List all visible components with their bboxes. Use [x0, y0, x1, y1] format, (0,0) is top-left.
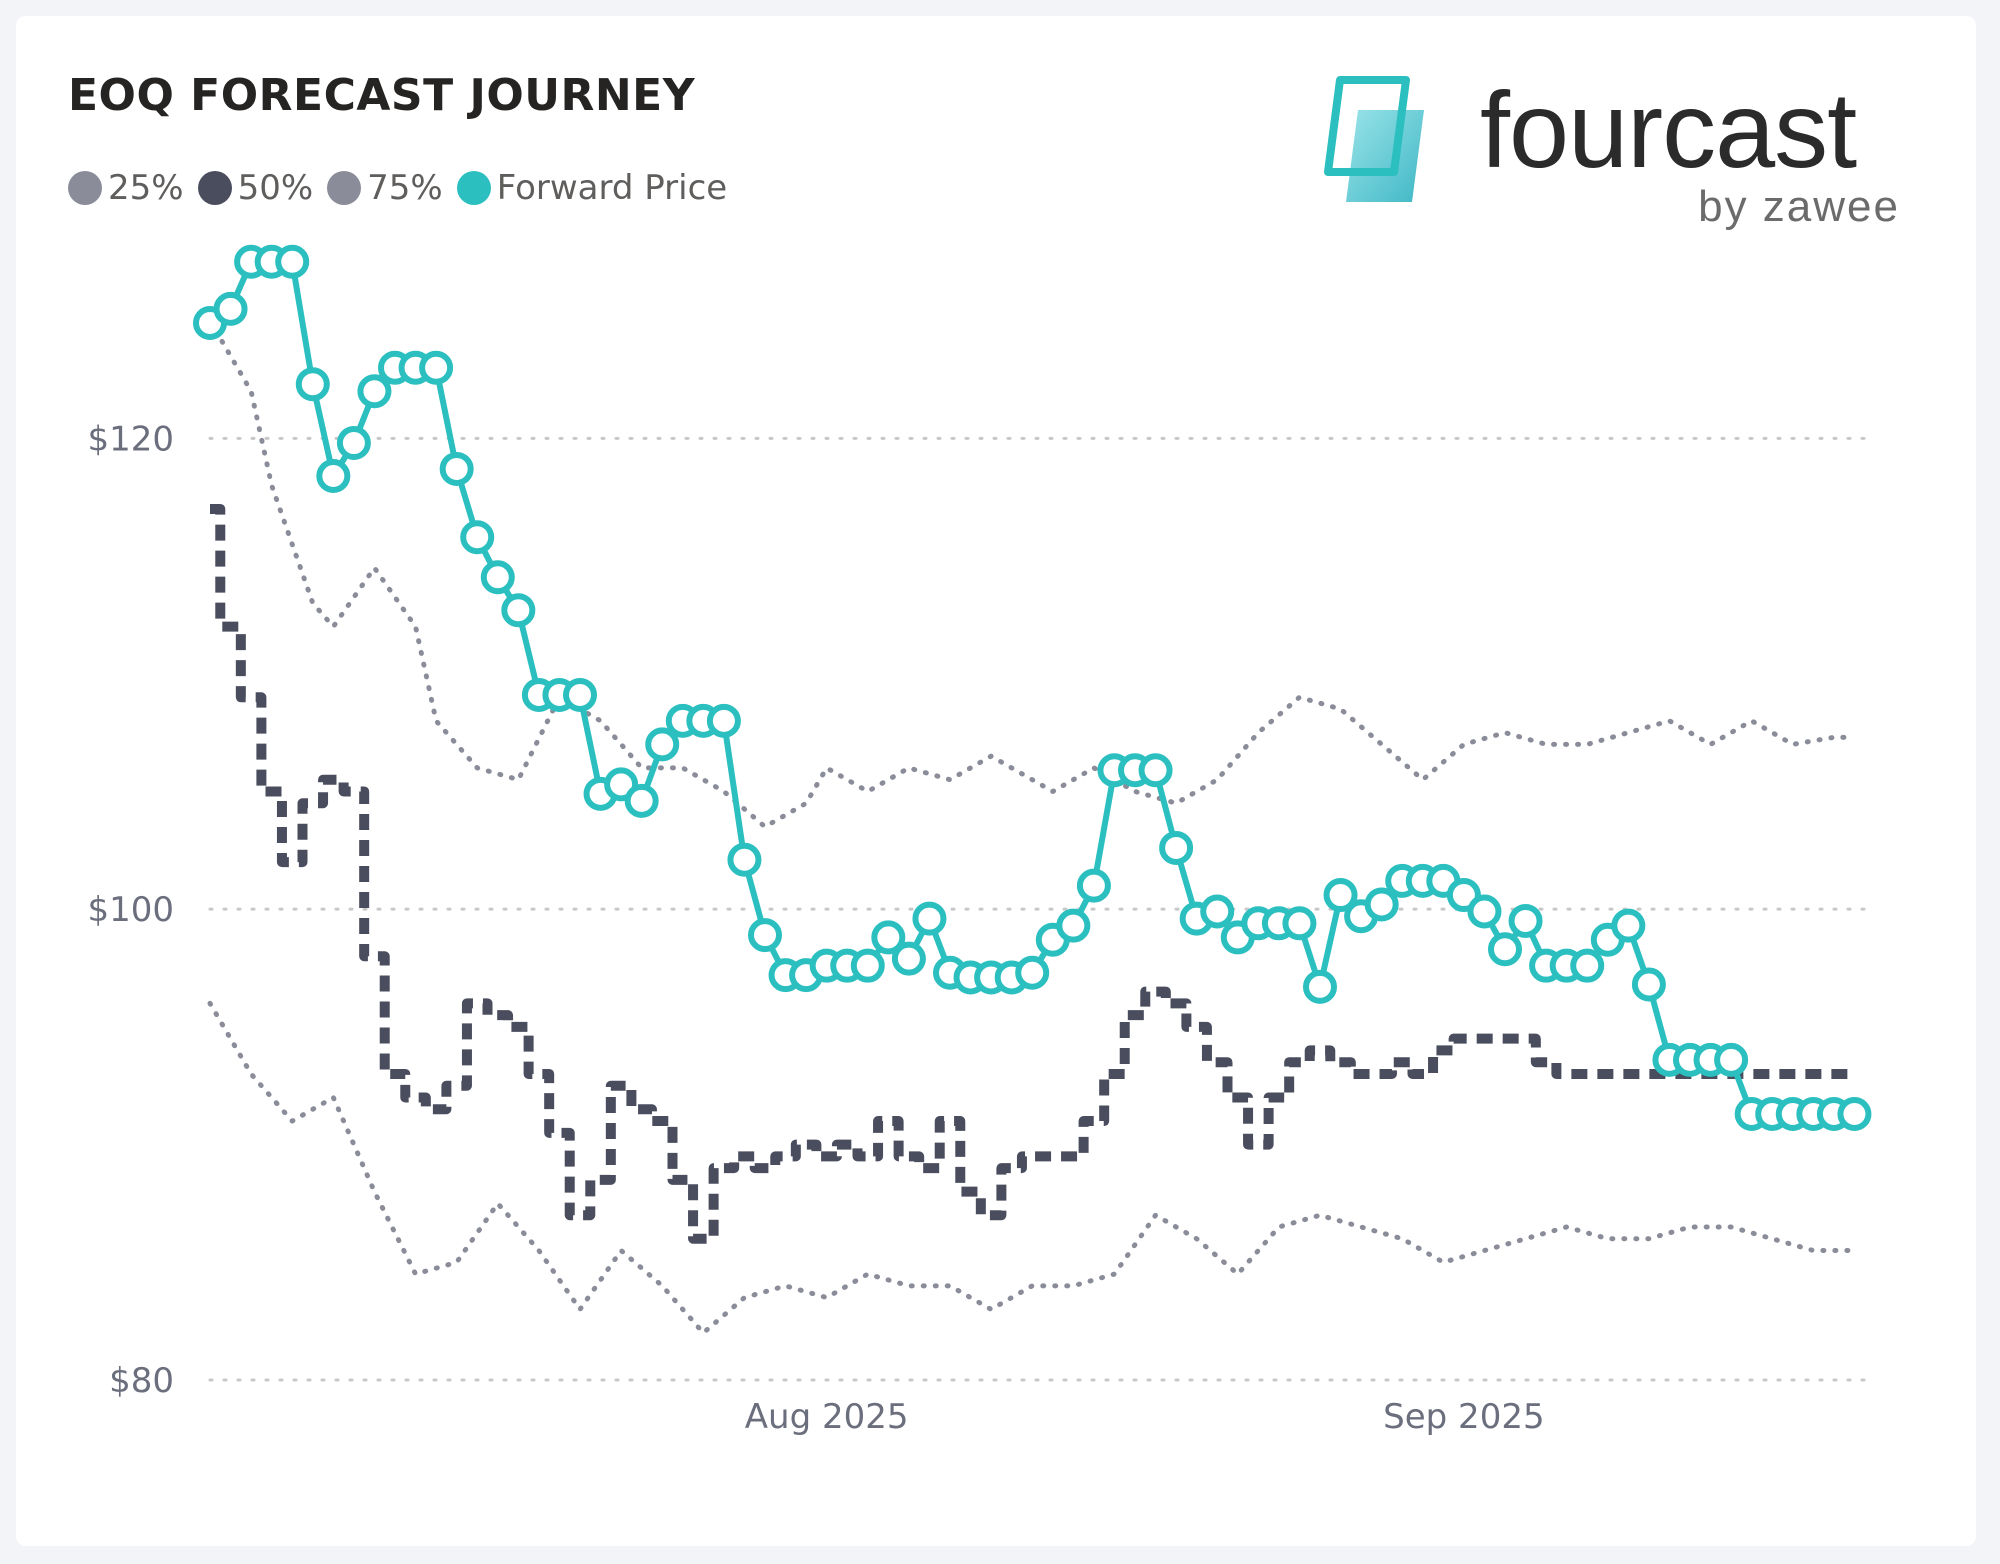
legend-label-50: 50% [237, 168, 314, 208]
logo-wordmark: fourcast [1480, 69, 1857, 190]
series-line-75 [207, 318, 1857, 830]
data-point-forward-price[interactable] [706, 703, 741, 738]
data-point-forward-price[interactable] [645, 727, 680, 762]
x-tick-label: Aug 2025 [745, 1397, 909, 1437]
chart-title: EOQ FORECAST JOURNEY [68, 70, 696, 121]
data-point-forward-price[interactable] [748, 918, 782, 953]
data-point-forward-price[interactable] [1631, 967, 1666, 1002]
data-point-forward-price[interactable] [1364, 887, 1399, 922]
y-tick-label: $120 [87, 419, 174, 459]
data-point-forward-price[interactable] [727, 842, 762, 877]
fourcast-logo-icon [1324, 76, 1424, 202]
legend-item-25[interactable]: 25% [68, 168, 184, 208]
data-point-forward-price[interactable] [1570, 948, 1605, 983]
series-line-25 [207, 1000, 1857, 1336]
data-point-forward-price[interactable] [1138, 753, 1173, 788]
legend-label-forward-price: Forward Price [496, 168, 728, 208]
x-axis: Aug 2025 Sep 2025 [745, 1397, 1545, 1437]
data-point-forward-price[interactable] [1056, 908, 1091, 943]
legend-label-25: 25% [108, 168, 184, 208]
legend-item-50[interactable]: 50% [197, 168, 314, 208]
data-point-forward-price[interactable] [871, 920, 906, 955]
data-point-forward-price[interactable] [1303, 969, 1337, 1004]
chart-legend: 25% 50% 75% Forward Price [68, 168, 741, 208]
data-point-forward-price[interactable] [1714, 1042, 1749, 1077]
data-point-forward-price[interactable] [1611, 908, 1646, 943]
data-point-forward-price[interactable] [275, 244, 310, 279]
legend-label-75: 75% [367, 168, 443, 208]
legend-dot-25 [68, 171, 102, 205]
data-point-forward-price[interactable] [1200, 894, 1235, 929]
data-point-forward-price[interactable] [1467, 894, 1502, 929]
fourcast-logo: fourcast by zawee [1320, 70, 1900, 240]
data-point-forward-price[interactable] [850, 948, 885, 983]
data-point-forward-price[interactable] [295, 367, 330, 402]
data-point-forward-price[interactable] [480, 560, 515, 595]
logo-subtitle: by zawee [1698, 182, 1900, 231]
series-line-50 [210, 503, 1855, 1244]
data-point-forward-price[interactable] [357, 374, 392, 409]
data-point-forward-price[interactable] [336, 426, 371, 461]
y-tick-label: $80 [109, 1361, 174, 1401]
data-point-forward-price[interactable] [563, 677, 597, 712]
grid-lines [208, 436, 1877, 1382]
data-point-forward-price[interactable] [891, 941, 926, 976]
data-point-forward-price[interactable] [1159, 830, 1194, 865]
series-group [193, 244, 1872, 1336]
data-point-forward-price[interactable] [1837, 1096, 1872, 1131]
data-point-forward-price[interactable] [1282, 906, 1317, 941]
data-point-forward-price[interactable] [1076, 868, 1111, 903]
data-point-forward-price[interactable] [1015, 955, 1050, 990]
data-point-forward-price[interactable] [1508, 903, 1543, 938]
y-axis: $120 $100 $80 [87, 419, 174, 1401]
data-point-forward-price[interactable] [912, 901, 947, 936]
legend-item-75[interactable]: 75% [327, 168, 443, 208]
data-point-forward-price[interactable] [439, 451, 474, 486]
chart-card [16, 16, 1976, 1546]
data-point-forward-price[interactable] [1323, 878, 1358, 913]
x-tick-label: Sep 2025 [1383, 1397, 1544, 1437]
legend-dot-75 [327, 171, 362, 205]
data-point-forward-price[interactable] [213, 291, 248, 326]
data-point-forward-price[interactable] [316, 459, 351, 493]
legend-dot-forward-price [456, 171, 491, 205]
data-point-forward-price[interactable] [1488, 932, 1522, 967]
data-point-forward-price[interactable] [419, 350, 454, 385]
y-tick-label: $100 [87, 890, 174, 930]
legend-dot-50 [197, 171, 232, 205]
data-point-forward-price[interactable] [460, 520, 495, 555]
data-point-forward-price[interactable] [501, 593, 536, 628]
data-point-forward-price[interactable] [624, 783, 659, 818]
legend-item-forward-price[interactable]: Forward Price [456, 168, 728, 208]
